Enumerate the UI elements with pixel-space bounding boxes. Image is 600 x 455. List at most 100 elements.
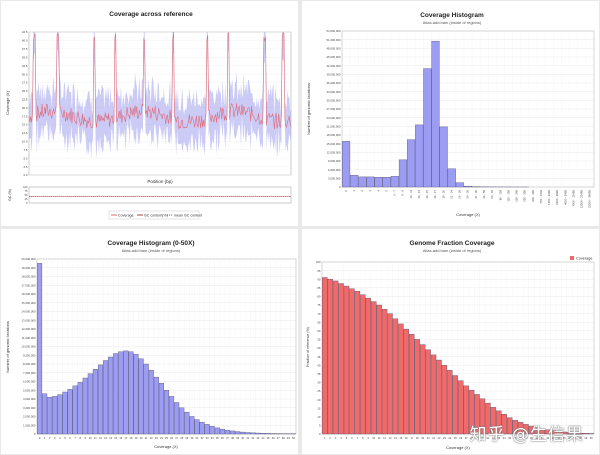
x-tick-label: 27 bbox=[175, 436, 178, 440]
x-tick-label: 21 bbox=[145, 436, 148, 440]
y-tick-label: 70 bbox=[317, 312, 321, 316]
bar bbox=[118, 351, 124, 435]
x-tick-label: 26 bbox=[170, 436, 173, 440]
y-tick-label: 60 bbox=[317, 329, 321, 333]
bar bbox=[501, 414, 507, 435]
x-tick-label: 22 bbox=[438, 436, 441, 440]
x-tick-label: 3 bbox=[335, 436, 337, 440]
y-tick-label: 0 bbox=[339, 185, 341, 189]
x-tick-label: 49 bbox=[584, 436, 587, 440]
x-tick-label: 4 bbox=[340, 436, 342, 440]
y-tick-label: 18,000,000 bbox=[22, 275, 36, 279]
bar bbox=[452, 375, 458, 435]
x-tick-label: 38 bbox=[231, 436, 234, 440]
bar bbox=[474, 394, 480, 435]
y-tick-label: 10,000,000 bbox=[22, 345, 36, 349]
y-tick-label: 3,000,000 bbox=[23, 406, 36, 410]
x-axis-label: Coverage (X) bbox=[446, 445, 470, 450]
bar bbox=[506, 417, 513, 435]
bar bbox=[224, 429, 230, 435]
x-tick-label: 2 bbox=[49, 436, 51, 440]
bar bbox=[204, 424, 210, 435]
bar bbox=[240, 431, 246, 435]
bar bbox=[398, 159, 408, 188]
coverage-histogram-panel: Coverage Histogram Atlas.add.bam (inside… bbox=[302, 1, 599, 226]
bar bbox=[184, 411, 190, 435]
bar bbox=[103, 360, 109, 435]
legend: Coverage bbox=[570, 256, 592, 261]
x-tick-label: 6 bbox=[69, 436, 71, 440]
x-tick-label: 4000 - 6999 bbox=[563, 190, 567, 205]
y-tick-label: 45,000,000 bbox=[327, 55, 341, 59]
bar bbox=[338, 283, 344, 435]
bar bbox=[250, 432, 256, 435]
x-tick-label: 11 bbox=[378, 436, 381, 440]
y-tick-label: 95 bbox=[317, 269, 321, 273]
x-tick-label: 39 bbox=[530, 436, 533, 440]
bar bbox=[390, 176, 399, 188]
y-tick-label: 30 bbox=[317, 381, 321, 385]
legend-mean-gc: mean GC content bbox=[174, 214, 202, 218]
bar bbox=[123, 350, 129, 435]
y-tick-label: 11,000,000 bbox=[22, 336, 36, 340]
x-tick-label: 38 bbox=[525, 436, 528, 440]
bar bbox=[92, 369, 98, 435]
y-tick-label: 12,000,000 bbox=[327, 151, 341, 155]
x-tick-label: 50 bbox=[292, 436, 295, 440]
chart-subtitle: Atlas.add.bam (inside of regions) bbox=[122, 248, 181, 253]
x-tick-label: 110 - 159 bbox=[506, 190, 510, 202]
chart-subtitle: Atlas.add.bam (inside of regions) bbox=[423, 20, 482, 25]
x-tick-label: 40 bbox=[241, 436, 244, 440]
x-tick-label: 18 - 20 bbox=[441, 190, 445, 199]
y-tick-label: 30.0 bbox=[22, 72, 28, 76]
x-tick-label: 48 bbox=[282, 436, 285, 440]
bar bbox=[354, 291, 361, 435]
x-tick-label: 41 bbox=[541, 436, 544, 440]
y-tick-label: 35.0 bbox=[22, 55, 28, 59]
x-tick-label: 18 bbox=[416, 436, 419, 440]
y-tick-label: 20,000,000 bbox=[22, 257, 36, 261]
y-tick-label: 40.0 bbox=[22, 39, 28, 43]
bar bbox=[214, 427, 220, 435]
bar bbox=[392, 318, 399, 435]
bar bbox=[439, 126, 448, 188]
x-tick-label: 1 bbox=[324, 436, 326, 440]
x-tick-label: 12 bbox=[383, 436, 386, 440]
bar bbox=[322, 277, 328, 435]
bar bbox=[463, 385, 469, 435]
bar bbox=[366, 176, 375, 188]
bar bbox=[409, 334, 415, 435]
y-tick-label: 42,000,000 bbox=[327, 64, 341, 68]
y-tick-label: 5,000,000 bbox=[23, 388, 36, 392]
y-tick-label: 65 bbox=[317, 320, 321, 324]
coverage-histogram-0-50x-panel: Coverage Histogram (0-50X) Atlas.add.bam… bbox=[1, 229, 298, 454]
bar bbox=[350, 174, 359, 188]
x-tick-label: 5 bbox=[384, 190, 388, 192]
y-tick-label: 13,000,000 bbox=[22, 318, 36, 322]
y-tick-label: 6,000,000 bbox=[23, 380, 36, 384]
x-tick-label: 16 bbox=[405, 436, 408, 440]
x-tick-label: 25 bbox=[165, 436, 168, 440]
y-tick-label: 25.0 bbox=[22, 89, 28, 93]
bar bbox=[47, 397, 53, 435]
y-tick-label: 32.5 bbox=[22, 64, 28, 68]
y-tick-label: 27,000,000 bbox=[327, 107, 341, 111]
x-tick-label: 9 bbox=[85, 436, 87, 440]
bar bbox=[419, 344, 426, 435]
bar bbox=[545, 429, 551, 435]
y-tick-label: 9,000,000 bbox=[23, 353, 36, 357]
x-tick-label: 25 - 29 bbox=[458, 190, 462, 199]
bar bbox=[174, 402, 180, 435]
bar bbox=[441, 365, 448, 435]
y-tick-label: 40 bbox=[317, 363, 321, 367]
x-tick-label: 7000 - 12499 bbox=[571, 190, 575, 207]
y-tick-label: 85 bbox=[317, 286, 321, 290]
x-tick-label: 2 bbox=[329, 436, 331, 440]
x-tick-label: 28 bbox=[470, 436, 473, 440]
x-tick-label: 3 bbox=[368, 190, 372, 192]
bar bbox=[370, 301, 377, 435]
bar bbox=[158, 383, 164, 435]
y-tick-label: 8,000,000 bbox=[23, 362, 36, 366]
gc-y-tick-label: 100 bbox=[23, 185, 28, 189]
bar bbox=[572, 432, 578, 435]
